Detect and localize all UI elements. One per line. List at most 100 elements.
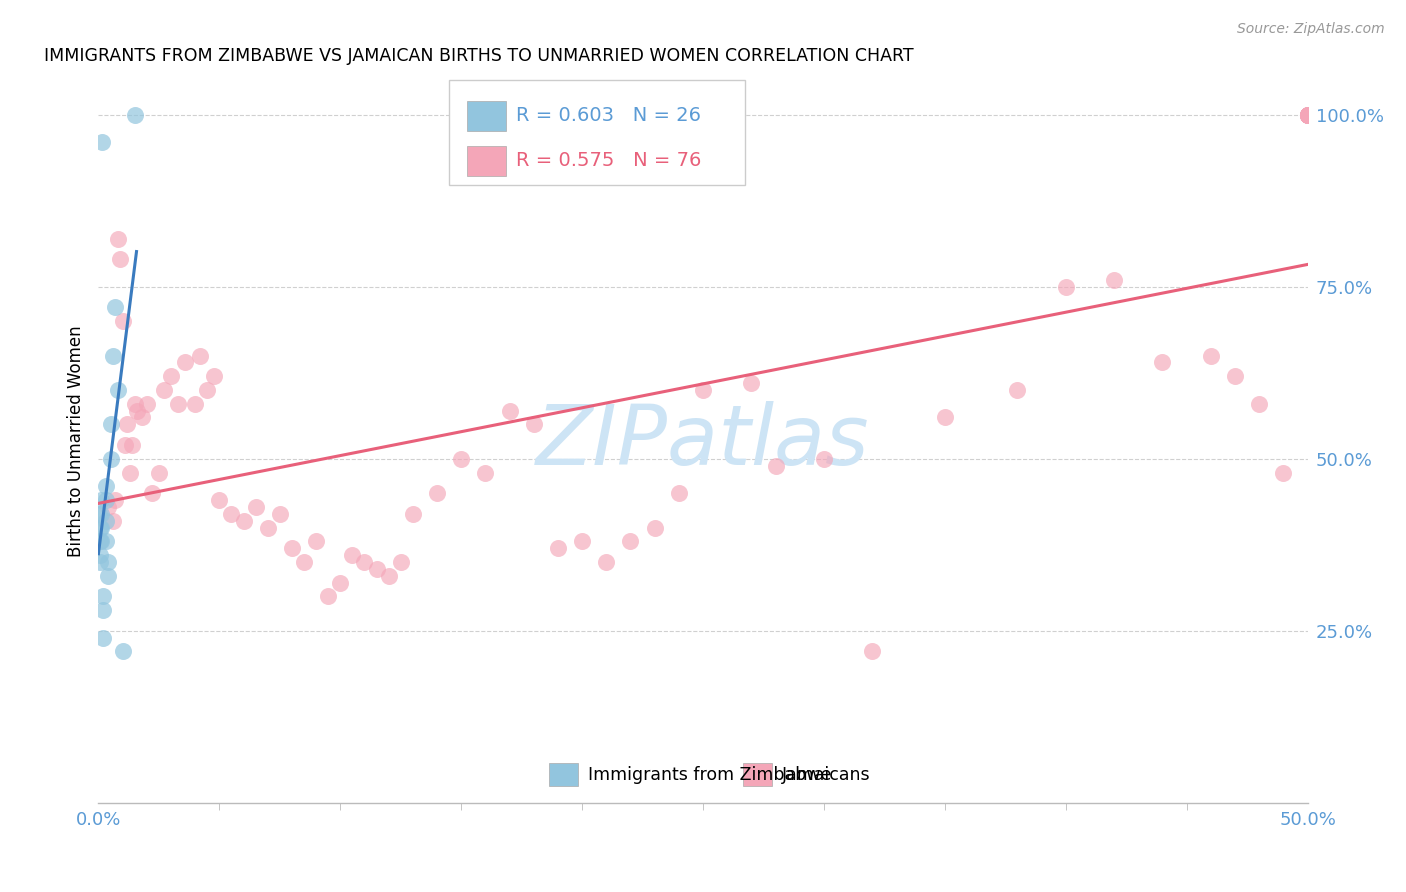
Point	[860, 644, 883, 658]
Point	[94, 534, 117, 549]
Point	[1199, 349, 1222, 363]
Point	[256, 520, 278, 534]
Point	[90, 493, 112, 508]
Point	[89, 555, 111, 569]
Text: R = 0.575   N = 76: R = 0.575 N = 76	[516, 152, 702, 170]
Point	[316, 590, 339, 604]
Point	[89, 534, 111, 549]
Point	[91, 590, 114, 604]
Text: Source: ZipAtlas.com: Source: ZipAtlas.com	[1237, 22, 1385, 37]
Point	[1152, 355, 1174, 369]
Point	[1007, 383, 1029, 397]
Point	[377, 568, 399, 582]
Point	[111, 314, 134, 328]
Point	[281, 541, 304, 556]
Point	[1296, 108, 1319, 122]
Point	[100, 417, 122, 432]
Point	[89, 507, 111, 521]
Point	[1223, 369, 1246, 384]
Point	[1054, 279, 1077, 293]
Point	[269, 507, 291, 521]
Point	[107, 231, 129, 245]
Point	[121, 438, 143, 452]
Point	[232, 514, 254, 528]
FancyBboxPatch shape	[550, 763, 578, 786]
Point	[426, 486, 449, 500]
Point	[141, 486, 163, 500]
Point	[167, 397, 190, 411]
Point	[160, 369, 183, 384]
Point	[1102, 273, 1125, 287]
Point	[89, 548, 111, 562]
Point	[174, 355, 197, 369]
Text: R = 0.603   N = 26: R = 0.603 N = 26	[516, 106, 700, 125]
Point	[148, 466, 170, 480]
Point	[547, 541, 569, 556]
Point	[1296, 108, 1319, 122]
FancyBboxPatch shape	[467, 145, 506, 176]
Point	[114, 438, 136, 452]
Point	[195, 383, 218, 397]
Point	[245, 500, 267, 514]
Point	[208, 493, 231, 508]
FancyBboxPatch shape	[449, 80, 745, 185]
Point	[329, 575, 352, 590]
Point	[135, 397, 157, 411]
Point	[127, 403, 149, 417]
Point	[97, 555, 120, 569]
Point	[89, 520, 111, 534]
Y-axis label: Births to Unmarried Women: Births to Unmarried Women	[66, 326, 84, 558]
Point	[90, 520, 112, 534]
Point	[152, 383, 174, 397]
Point	[91, 603, 114, 617]
Point	[131, 410, 153, 425]
Point	[101, 514, 124, 528]
Point	[1249, 397, 1271, 411]
Point	[117, 417, 139, 432]
Point	[1296, 108, 1319, 122]
Point	[100, 451, 122, 466]
Point	[91, 631, 114, 645]
Point	[90, 507, 112, 521]
Point	[450, 451, 472, 466]
Point	[813, 451, 835, 466]
Point	[1296, 108, 1319, 122]
Point	[342, 548, 364, 562]
Text: IMMIGRANTS FROM ZIMBABWE VS JAMAICAN BIRTHS TO UNMARRIED WOMEN CORRELATION CHART: IMMIGRANTS FROM ZIMBABWE VS JAMAICAN BIR…	[44, 47, 914, 65]
Point	[94, 514, 117, 528]
Point	[765, 458, 787, 473]
Point	[305, 534, 328, 549]
Point	[1296, 108, 1319, 122]
Point	[668, 486, 690, 500]
Point	[571, 534, 593, 549]
Point	[389, 555, 412, 569]
Point	[1272, 466, 1295, 480]
Point	[118, 466, 141, 480]
Point	[204, 369, 226, 384]
Text: Immigrants from Zimbabwe: Immigrants from Zimbabwe	[588, 765, 831, 783]
Point	[101, 349, 124, 363]
Point	[523, 417, 546, 432]
Point	[934, 410, 956, 425]
Text: Jamaicans: Jamaicans	[782, 765, 870, 783]
Point	[124, 397, 146, 411]
Point	[188, 349, 211, 363]
Point	[108, 252, 131, 267]
FancyBboxPatch shape	[467, 101, 506, 131]
Point	[402, 507, 425, 521]
Point	[692, 383, 714, 397]
Point	[1296, 108, 1319, 122]
Text: ZIPatlas: ZIPatlas	[536, 401, 870, 482]
Point	[353, 555, 375, 569]
Point	[740, 376, 762, 390]
Point	[498, 403, 520, 417]
Point	[595, 555, 617, 569]
Point	[1296, 108, 1319, 122]
Point	[90, 534, 112, 549]
Point	[94, 479, 117, 493]
Point	[474, 466, 496, 480]
Point	[124, 108, 146, 122]
Point	[111, 644, 134, 658]
Point	[292, 555, 315, 569]
Point	[97, 568, 120, 582]
